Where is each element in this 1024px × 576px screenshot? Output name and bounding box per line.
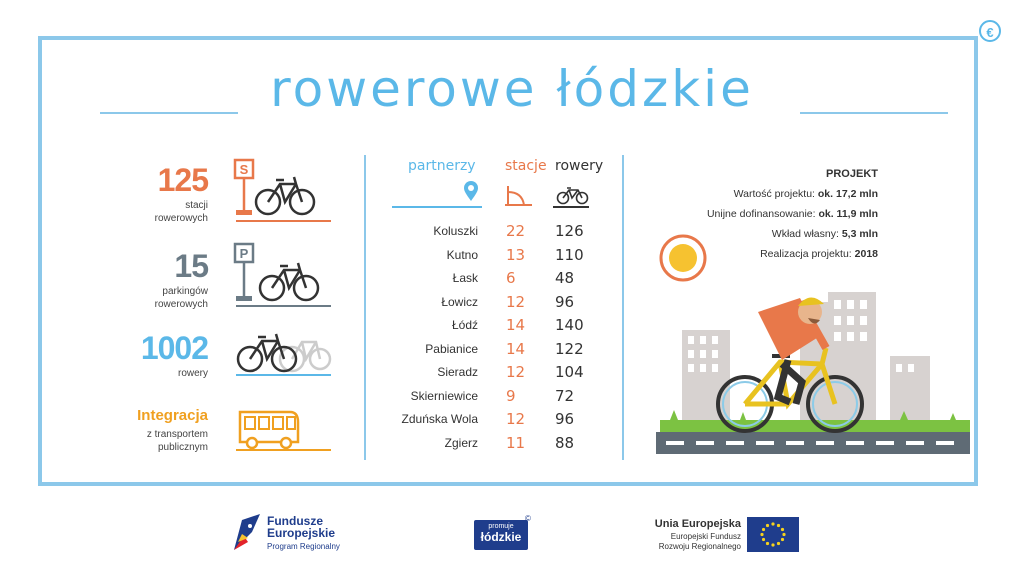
row-stations: 13 <box>506 245 526 264</box>
row-bikes: 96 <box>555 292 575 311</box>
partners-table: Koluszki 22 126 Kutno 13 110 Łask 6 48 Łowicz 1… <box>390 221 620 456</box>
location-pin-icon <box>464 181 478 201</box>
row-bikes: 110 <box>555 245 584 264</box>
project-heading: PROJEKT <box>826 168 878 180</box>
row-stations: 14 <box>506 316 526 334</box>
cyclist-illustration <box>656 234 970 454</box>
row-bikes: 140 <box>555 316 584 334</box>
bikes-underline <box>236 374 331 376</box>
table-row: Zduńska Wola 12 96 <box>390 409 620 433</box>
promo-euro-icon: © <box>525 514 531 523</box>
parking-underline <box>236 305 331 307</box>
bus-icon <box>238 410 300 450</box>
table-row: Koluszki 22 126 <box>390 221 620 245</box>
title-line-right <box>800 112 948 114</box>
stat-integration-label: z transportem publicznym <box>146 429 208 453</box>
project-realization: Realizacja projektu: 2018 <box>760 248 878 260</box>
table-row: Sieradz 12 104 <box>390 362 620 386</box>
row-bikes: 48 <box>555 269 575 287</box>
row-bikes: 122 <box>555 339 584 358</box>
infographic-frame <box>38 36 978 486</box>
header-stations: stacje <box>505 158 547 174</box>
row-stations: 22 <box>506 222 526 240</box>
table-row: Zgierz 11 88 <box>390 433 620 457</box>
svg-text:S: S <box>240 162 249 177</box>
table-row: Pabianice 14 122 <box>390 339 620 363</box>
row-city: Łowicz <box>441 294 478 309</box>
fe-logo-icon <box>234 514 260 550</box>
project-funding: Unijne dofinansowanie: ok. 11,9 mln <box>706 208 878 220</box>
row-city: Zgierz <box>444 435 478 450</box>
table-row: Łowicz 12 96 <box>390 292 620 316</box>
row-bikes: 126 <box>555 222 584 240</box>
table-row: Kutno 13 110 <box>390 245 620 269</box>
row-city: Zduńska Wola <box>401 412 478 426</box>
fe-logo-subtitle: Program Regionalny <box>267 542 340 551</box>
stat-parking-value: 15 <box>174 248 209 284</box>
row-stations: 6 <box>506 269 516 287</box>
row-city: Pabianice <box>425 341 478 356</box>
title-line-left <box>100 112 238 114</box>
table-row: Łódź 14 140 <box>390 315 620 339</box>
stat-parking-label: parkingów rowerowych <box>154 286 208 310</box>
header-partners: partnerzy <box>408 158 476 174</box>
page-title: rowerowe łódzkie <box>270 60 754 118</box>
project-own-contribution: Wkład własny: 5,3 mln <box>771 228 878 240</box>
partners-underline <box>392 206 482 208</box>
parking-bike-icon: P <box>233 242 320 302</box>
bikes-header-underline <box>553 206 589 208</box>
table-row: Skierniewice 9 72 <box>390 386 620 410</box>
bikes-icon <box>236 333 332 373</box>
separator-right <box>622 155 624 460</box>
row-bikes: 104 <box>555 363 584 381</box>
row-stations: 12 <box>506 410 526 428</box>
row-stations: 12 <box>506 292 526 311</box>
row-city: Łask <box>452 271 478 285</box>
header-bikes: rowery <box>555 158 604 174</box>
stations-underline <box>236 220 331 222</box>
fe-logo-text: Fundusze Europejskie <box>267 514 336 540</box>
row-stations: 14 <box>506 339 526 358</box>
euro-circle-icon: € <box>979 20 1001 42</box>
stat-stations-label: stacji rowerowych <box>154 200 208 224</box>
station-stand-icon <box>505 186 532 206</box>
row-city: Skierniewice <box>410 388 478 403</box>
row-stations: 12 <box>506 363 526 381</box>
project-value: Wartość projektu: ok. 17,2 mln <box>733 188 878 200</box>
row-city: Kutno <box>446 247 478 262</box>
row-city: Koluszki <box>433 224 478 238</box>
row-bikes: 96 <box>555 410 575 428</box>
stat-stations-value: 125 <box>157 162 209 198</box>
eu-logo-title: Unia Europejska <box>654 518 741 530</box>
stat-integration-value: Integracja <box>137 407 208 424</box>
table-row: Łask 6 48 <box>390 268 620 292</box>
row-stations: 11 <box>506 433 526 452</box>
row-bikes: 88 <box>555 433 575 452</box>
separator-left <box>364 155 366 460</box>
eu-flag-icon <box>747 517 799 552</box>
table-bike-icon <box>556 187 589 205</box>
station-bike-icon: S <box>233 158 316 216</box>
row-city: Łódź <box>451 318 478 332</box>
integration-underline <box>236 449 331 451</box>
stat-bikes-value: 1002 <box>140 330 209 366</box>
svg-text:P: P <box>240 246 249 261</box>
row-city: Sieradz <box>437 365 478 379</box>
row-stations: 9 <box>506 386 516 405</box>
stat-bikes-label: rowery <box>177 368 208 379</box>
row-bikes: 72 <box>555 386 575 405</box>
promo-logo: promuje łódzkie <box>474 520 528 550</box>
eu-logo-subtitle: Europejski Fundusz Rozwoju Regionalnego <box>658 532 741 551</box>
